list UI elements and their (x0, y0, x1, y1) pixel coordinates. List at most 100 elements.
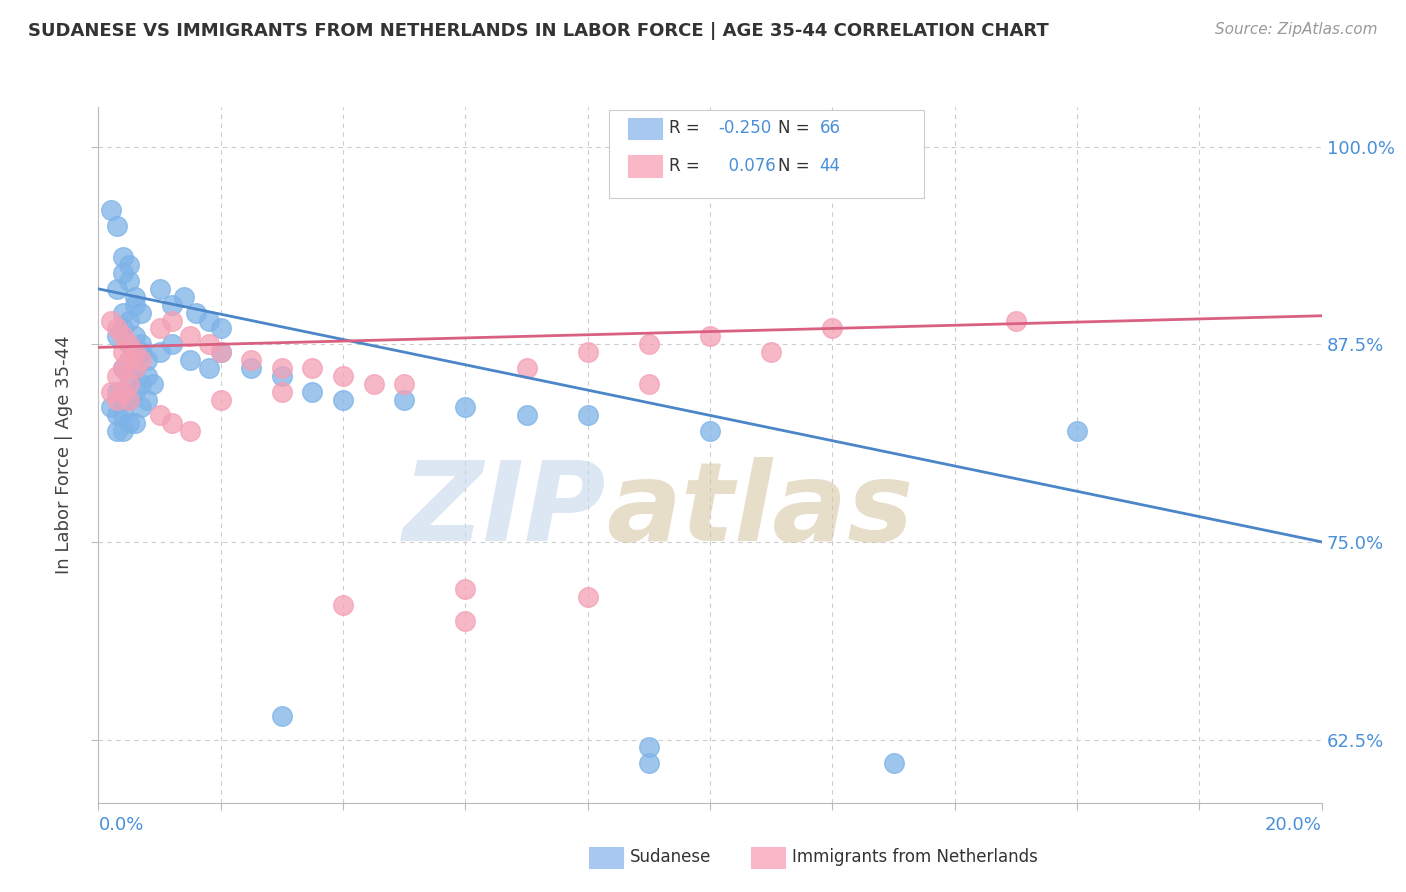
Point (129, 337, 152, 351)
Point (105, 424, 128, 438)
Text: Sudanese: Sudanese (630, 848, 711, 866)
Point (821, 321, 844, 335)
Point (124, 360, 146, 375)
Text: ZIP: ZIP (402, 457, 606, 564)
Point (699, 424, 721, 438)
Point (179, 329, 201, 343)
Point (179, 353, 201, 368)
Point (111, 409, 134, 423)
Point (136, 368, 159, 383)
Point (759, 345, 782, 359)
Point (576, 409, 599, 423)
Point (883, 756, 905, 771)
Point (637, 740, 661, 755)
Point (111, 424, 134, 438)
Text: 44: 44 (820, 157, 841, 175)
Point (129, 353, 152, 368)
Text: 0.0%: 0.0% (98, 816, 143, 834)
Point (516, 360, 538, 375)
Point (332, 368, 354, 383)
Point (186, 305, 208, 319)
Text: -0.250: -0.250 (718, 120, 772, 137)
Point (332, 392, 354, 407)
Point (392, 376, 416, 391)
Point (516, 409, 538, 423)
Point (699, 329, 721, 343)
Point (270, 360, 292, 375)
Point (111, 266, 134, 280)
Point (637, 337, 661, 351)
Point (1004, 313, 1026, 327)
Point (111, 321, 134, 335)
Text: 20.0%: 20.0% (1265, 816, 1322, 834)
Point (160, 313, 183, 327)
Point (118, 353, 141, 368)
Point (197, 313, 219, 327)
Point (173, 290, 195, 304)
Point (124, 384, 146, 399)
Point (118, 392, 141, 407)
Point (129, 305, 152, 319)
Point (149, 409, 172, 423)
Point (160, 337, 183, 351)
Point (209, 345, 232, 359)
Point (197, 360, 219, 375)
Point (160, 417, 183, 431)
Point (105, 409, 128, 423)
Point (118, 353, 141, 368)
Point (270, 368, 292, 383)
Point (129, 401, 152, 415)
Point (1066, 424, 1088, 438)
Text: N =: N = (778, 157, 814, 175)
Point (118, 274, 141, 288)
Point (332, 598, 354, 612)
Point (118, 376, 141, 391)
Text: 66: 66 (820, 120, 841, 137)
Point (100, 384, 122, 399)
Text: SUDANESE VS IMMIGRANTS FROM NETHERLANDS IN LABOR FORCE | AGE 35-44 CORRELATION C: SUDANESE VS IMMIGRANTS FROM NETHERLANDS … (28, 22, 1049, 40)
Point (149, 282, 172, 296)
Point (179, 424, 201, 438)
Point (124, 417, 146, 431)
Point (209, 392, 232, 407)
Point (363, 376, 385, 391)
Point (105, 329, 128, 343)
Point (118, 258, 141, 272)
Point (105, 384, 128, 399)
Point (124, 329, 146, 343)
Point (105, 392, 128, 407)
Point (118, 417, 141, 431)
Point (240, 353, 263, 368)
Point (637, 756, 661, 771)
Point (118, 392, 141, 407)
Point (576, 591, 599, 605)
Point (392, 392, 416, 407)
Point (111, 384, 134, 399)
Point (105, 219, 128, 233)
Point (160, 298, 183, 312)
Point (197, 337, 219, 351)
Text: N =: N = (778, 120, 814, 137)
Point (209, 321, 232, 335)
Point (111, 250, 134, 264)
Point (111, 345, 134, 359)
Point (240, 360, 263, 375)
Text: atlas: atlas (606, 457, 914, 564)
Point (118, 337, 141, 351)
Point (105, 368, 128, 383)
Point (576, 345, 599, 359)
Point (136, 353, 159, 368)
Text: Immigrants from Netherlands: Immigrants from Netherlands (792, 848, 1038, 866)
Point (454, 614, 477, 628)
Point (111, 305, 134, 319)
Point (100, 313, 122, 327)
Point (129, 376, 152, 391)
Y-axis label: In Labor Force | Age 35-44: In Labor Force | Age 35-44 (55, 335, 73, 574)
Point (100, 202, 122, 217)
Point (149, 321, 172, 335)
Point (136, 392, 159, 407)
Point (637, 376, 661, 391)
Point (111, 392, 134, 407)
Point (124, 345, 146, 359)
Point (454, 401, 477, 415)
